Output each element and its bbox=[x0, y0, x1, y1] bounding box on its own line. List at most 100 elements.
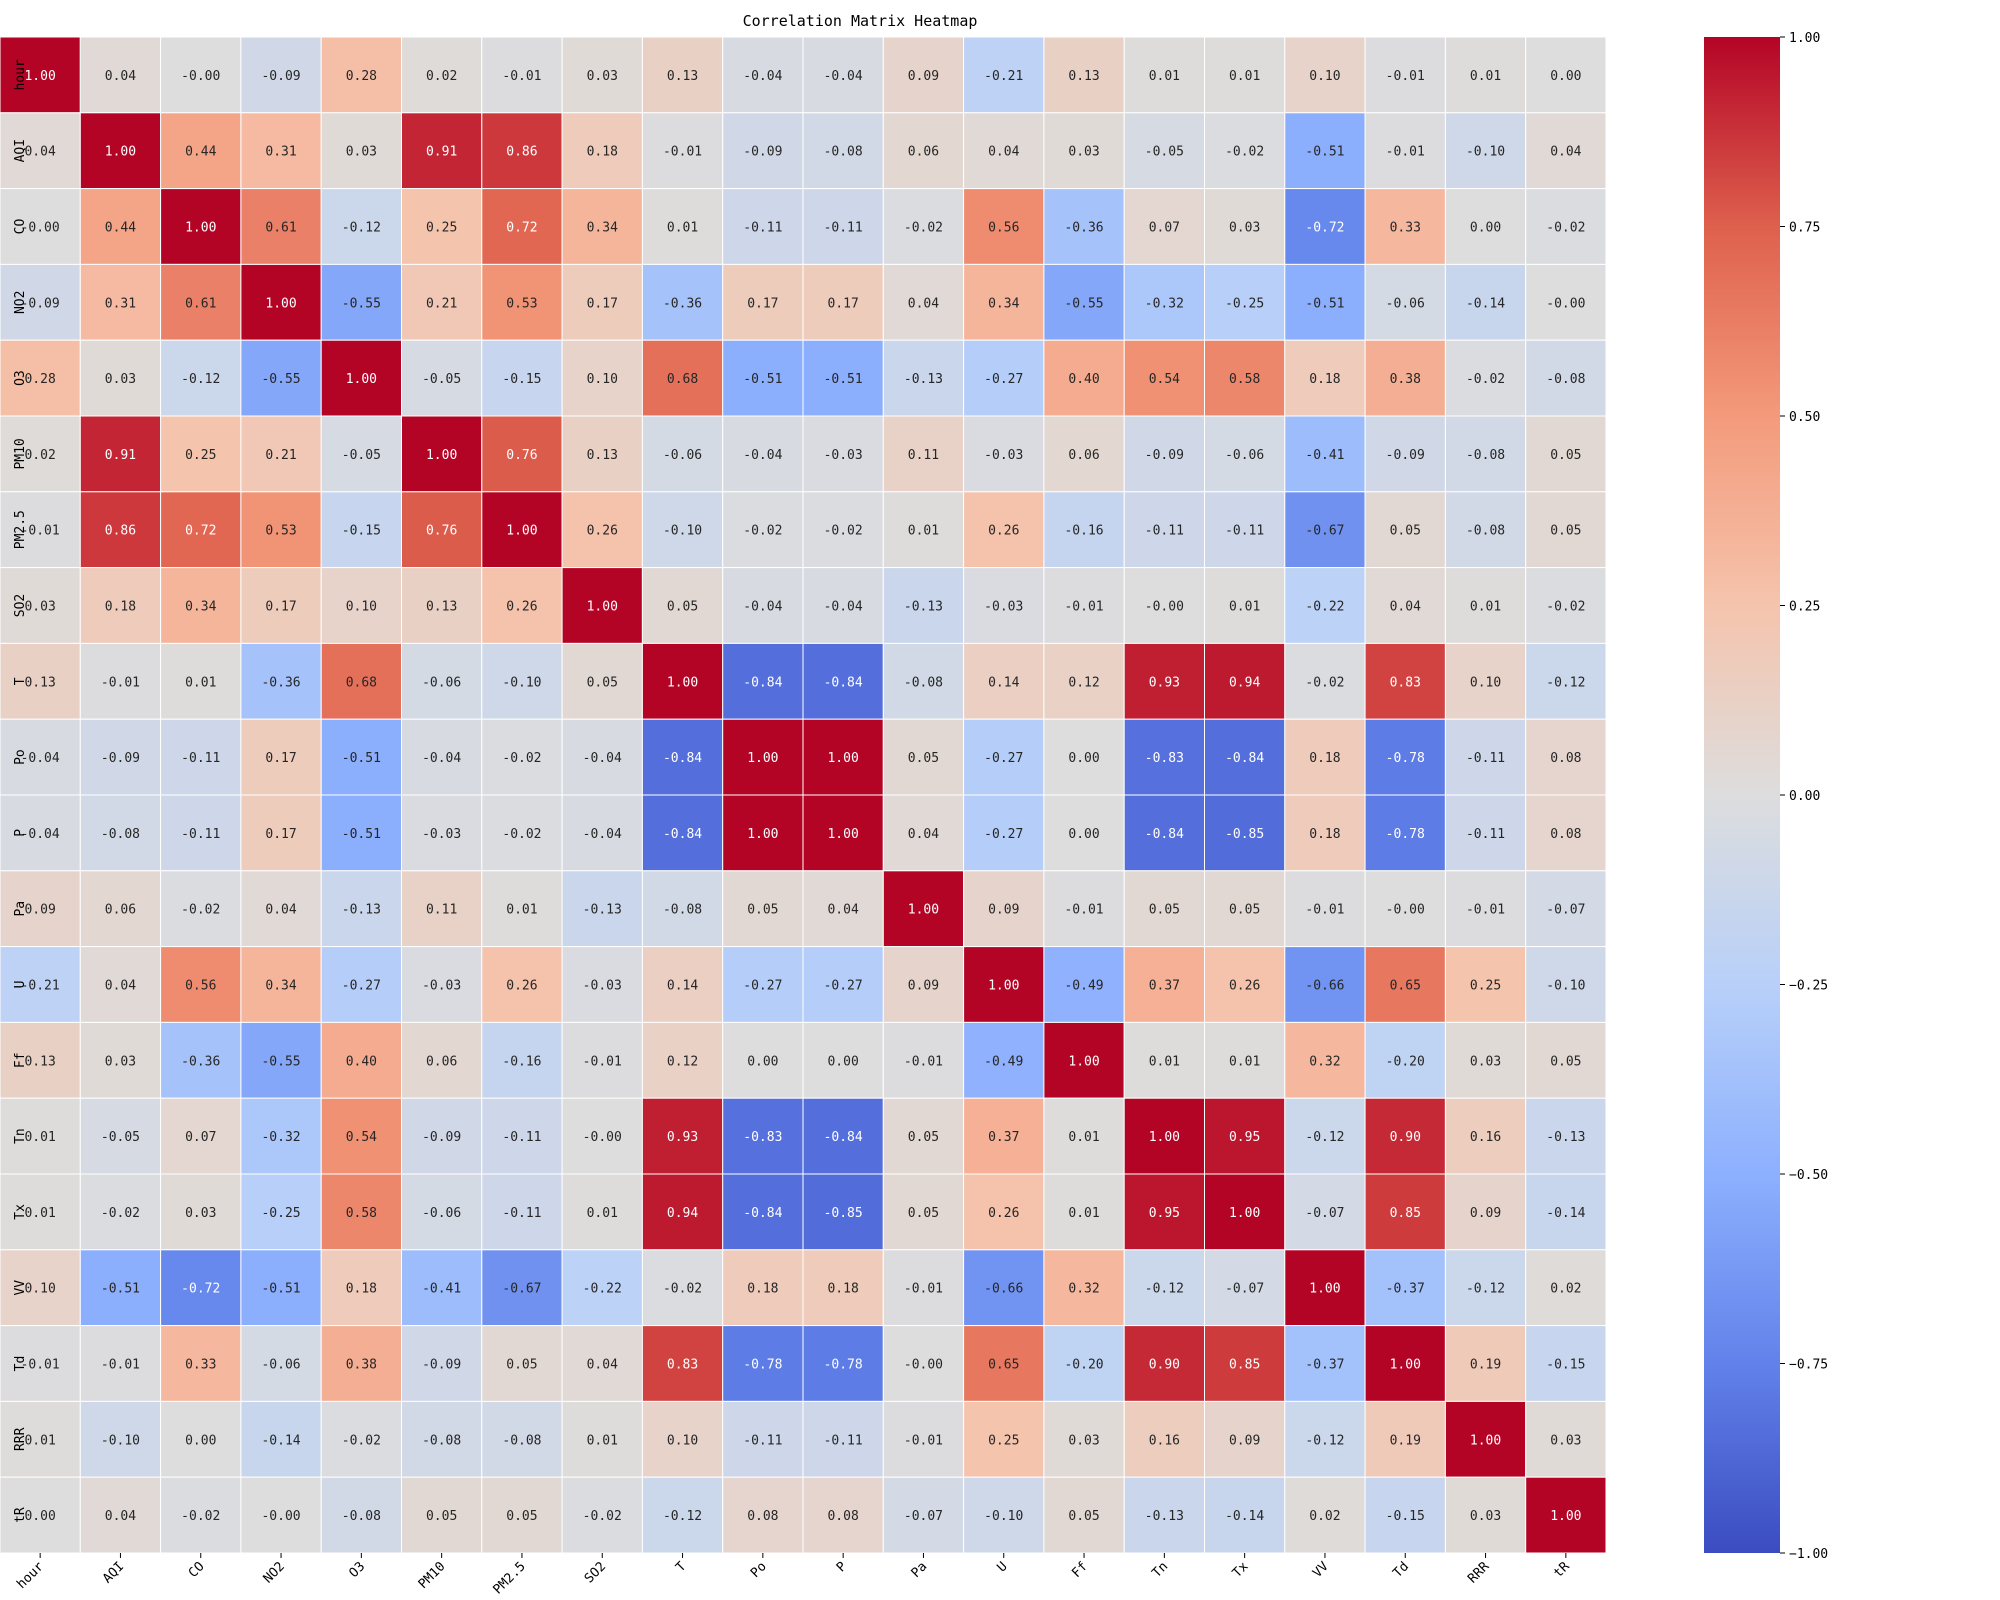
heatmap-cell-label-RRR-P: -0.11 bbox=[824, 1433, 863, 1448]
colorbar-tick-label-0: 1.00 bbox=[1789, 31, 1820, 46]
heatmap-cell-VV-U bbox=[963, 1249, 1045, 1327]
heatmap-cell-label-Pa-Tn: 0.05 bbox=[1149, 903, 1180, 918]
heatmap-cell-label-tR-Tx: -0.14 bbox=[1225, 1509, 1264, 1524]
heatmap-cell-label-RRR-hour: 0.01 bbox=[24, 1433, 55, 1448]
heatmap-cell-tR-tR bbox=[1525, 1476, 1607, 1554]
heatmap-cell-label-Ff-Td: -0.20 bbox=[1386, 1054, 1425, 1069]
heatmap-cell-PM2.5-Po bbox=[722, 491, 804, 569]
heatmap-cell-label-Tx-RRR: 0.09 bbox=[1470, 1206, 1501, 1221]
heatmap-cell-label-PM10-Ff: 0.06 bbox=[1068, 448, 1099, 463]
heatmap-cell-label-Pa-Pa: 1.00 bbox=[908, 903, 939, 918]
heatmap-cell-label-PM10-RRR: -0.08 bbox=[1466, 448, 1505, 463]
heatmap-cell-label-Tn-Tx: 0.95 bbox=[1229, 1130, 1260, 1145]
heatmap-cell-label-PM2.5-PM10: 0.76 bbox=[426, 524, 457, 539]
x-tick-label-Ff: Ff bbox=[1069, 1559, 1091, 1581]
heatmap-cell-hour-PM2.5 bbox=[481, 36, 563, 114]
heatmap-cell-label-Tx-Ff: 0.01 bbox=[1068, 1206, 1099, 1221]
heatmap-cell-P-SO2 bbox=[561, 794, 643, 872]
heatmap-cell-Tx-Pa bbox=[882, 1173, 965, 1251]
heatmap-cell-label-PM2.5-Ff: -0.16 bbox=[1064, 524, 1103, 539]
heatmap-cell-label-VV-U: -0.66 bbox=[984, 1282, 1023, 1297]
heatmap-cell-hour-Po bbox=[722, 36, 804, 114]
heatmap-cell-label-tR-NO2: -0.00 bbox=[261, 1509, 300, 1524]
heatmap-cell-label-Pa-Tx: 0.05 bbox=[1229, 903, 1260, 918]
heatmap-cell-tR-Td bbox=[1364, 1476, 1446, 1554]
heatmap-cell-SO2-PM10 bbox=[401, 567, 483, 644]
heatmap-cell-PM10-Tn bbox=[1123, 415, 1205, 493]
heatmap-cell-PM2.5-AQI bbox=[79, 491, 162, 569]
heatmap-cell-PM2.5-tR bbox=[1525, 491, 1607, 569]
heatmap-cell-Pa-hour bbox=[0, 870, 81, 948]
heatmap-cell-label-Tn-NO2: -0.32 bbox=[261, 1130, 300, 1145]
heatmap-cell-label-AQI-Po: -0.09 bbox=[743, 145, 782, 160]
heatmap-cell-label-NO2-VV: -0.51 bbox=[1305, 296, 1344, 311]
heatmap-cell-NO2-O3 bbox=[320, 263, 403, 341]
heatmap-cell-label-SO2-tR: -0.02 bbox=[1546, 600, 1585, 615]
heatmap-cell-label-AQI-SO2: 0.18 bbox=[587, 145, 618, 160]
heatmap-cell-label-tR-tR: 1.00 bbox=[1550, 1509, 1581, 1524]
heatmap-cell-AQI-Tx bbox=[1204, 112, 1286, 190]
heatmap-cell-label-tR-O3: -0.08 bbox=[342, 1509, 381, 1524]
heatmap-cell-label-hour-PM10: 0.02 bbox=[426, 69, 457, 84]
heatmap-cell-P-tR bbox=[1525, 794, 1607, 872]
heatmap-cell-Tn-CO bbox=[160, 1097, 242, 1175]
heatmap-cell-P-NO2 bbox=[240, 794, 322, 872]
heatmap-cell-label-Pa-U: 0.09 bbox=[988, 903, 1019, 918]
heatmap-cell-label-T-P: -0.84 bbox=[824, 675, 863, 690]
heatmap-cell-U-CO bbox=[160, 946, 242, 1023]
heatmap-cell-label-Po-O3: -0.51 bbox=[342, 751, 381, 766]
heatmap-cell-Tx-SO2 bbox=[561, 1173, 643, 1251]
heatmap-cell-Td-Pa bbox=[882, 1325, 965, 1402]
heatmap-cell-label-tR-Po: 0.08 bbox=[747, 1509, 778, 1524]
heatmap-cell-label-RRR-U: 0.25 bbox=[988, 1433, 1019, 1448]
heatmap-cell-label-PM2.5-CO: 0.72 bbox=[185, 524, 216, 539]
heatmap-cell-Po-RRR bbox=[1444, 718, 1527, 796]
heatmap-cell-label-P-CO: -0.11 bbox=[181, 827, 220, 842]
heatmap-cell-Tn-tR bbox=[1525, 1097, 1607, 1175]
heatmap-cell-label-NO2-PM2.5: 0.53 bbox=[506, 296, 537, 311]
heatmap-cell-label-AQI-RRR: -0.10 bbox=[1466, 145, 1505, 160]
heatmap-cell-label-T-tR: -0.12 bbox=[1546, 675, 1585, 690]
heatmap-cell-label-tR-VV: 0.02 bbox=[1309, 1509, 1340, 1524]
heatmap-cell-label-P-T: -0.84 bbox=[663, 827, 702, 842]
heatmap-cell-Td-Ff bbox=[1043, 1325, 1125, 1402]
heatmap-cell-label-VV-T: -0.02 bbox=[663, 1282, 702, 1297]
x-tick-label-NO2: NO2 bbox=[261, 1559, 288, 1586]
heatmap-cell-hour-hour bbox=[0, 36, 81, 114]
heatmap-cell-label-U-U: 1.00 bbox=[988, 979, 1019, 994]
heatmap-cell-SO2-Pa bbox=[882, 567, 965, 644]
heatmap-cell-label-RRR-O3: -0.02 bbox=[342, 1433, 381, 1448]
heatmap-cell-label-U-Ff: -0.49 bbox=[1064, 979, 1103, 994]
x-tick-label-Pa: Pa bbox=[909, 1559, 931, 1581]
heatmap-cell-label-P-U: -0.27 bbox=[984, 827, 1023, 842]
heatmap-cell-label-NO2-NO2: 1.00 bbox=[265, 296, 296, 311]
heatmap-cell-label-RRR-VV: -0.12 bbox=[1305, 1433, 1344, 1448]
heatmap-cell-label-PM10-T: -0.06 bbox=[663, 448, 702, 463]
colorbar-tick-label-4: 0.00 bbox=[1789, 789, 1820, 804]
heatmap-cell-Tx-U bbox=[963, 1173, 1045, 1251]
heatmap-cell-label-NO2-tR: -0.00 bbox=[1546, 296, 1585, 311]
heatmap-cell-label-tR-T: -0.12 bbox=[663, 1509, 702, 1524]
heatmap-cell-label-O3-U: -0.27 bbox=[984, 372, 1023, 387]
x-tick-label-CO: CO bbox=[186, 1559, 208, 1581]
heatmap-cell-T-T bbox=[641, 642, 724, 720]
heatmap-cell-U-VV bbox=[1284, 946, 1366, 1023]
heatmap-cell-tR-VV bbox=[1284, 1476, 1366, 1554]
heatmap-cell-label-AQI-P: -0.08 bbox=[824, 145, 863, 160]
heatmap-cell-label-PM2.5-O3: -0.15 bbox=[342, 524, 381, 539]
x-tick-label-O3: O3 bbox=[347, 1559, 369, 1581]
heatmap-cell-label-P-PM10: -0.03 bbox=[422, 827, 461, 842]
heatmap-cell-P-Tx bbox=[1204, 794, 1286, 872]
heatmap-cell-RRR-VV bbox=[1284, 1400, 1366, 1478]
heatmap-cell-label-PM2.5-Pa: 0.01 bbox=[908, 524, 939, 539]
heatmap-cell-NO2-NO2 bbox=[240, 263, 322, 341]
heatmap-cell-label-SO2-Td: 0.04 bbox=[1390, 600, 1421, 615]
heatmap-cell-label-RRR-Po: -0.11 bbox=[743, 1433, 782, 1448]
heatmap-cell-PM10-U bbox=[963, 415, 1045, 493]
heatmap-cell-Td-U bbox=[963, 1325, 1045, 1402]
heatmap-cell-Pa-PM10 bbox=[401, 870, 483, 948]
heatmap-cell-label-PM10-Tx: -0.06 bbox=[1225, 448, 1264, 463]
heatmap-cell-O3-VV bbox=[1284, 339, 1366, 417]
heatmap-cell-label-VV-Td: -0.37 bbox=[1386, 1282, 1425, 1297]
heatmap-cell-label-PM2.5-AQI: 0.86 bbox=[105, 524, 136, 539]
